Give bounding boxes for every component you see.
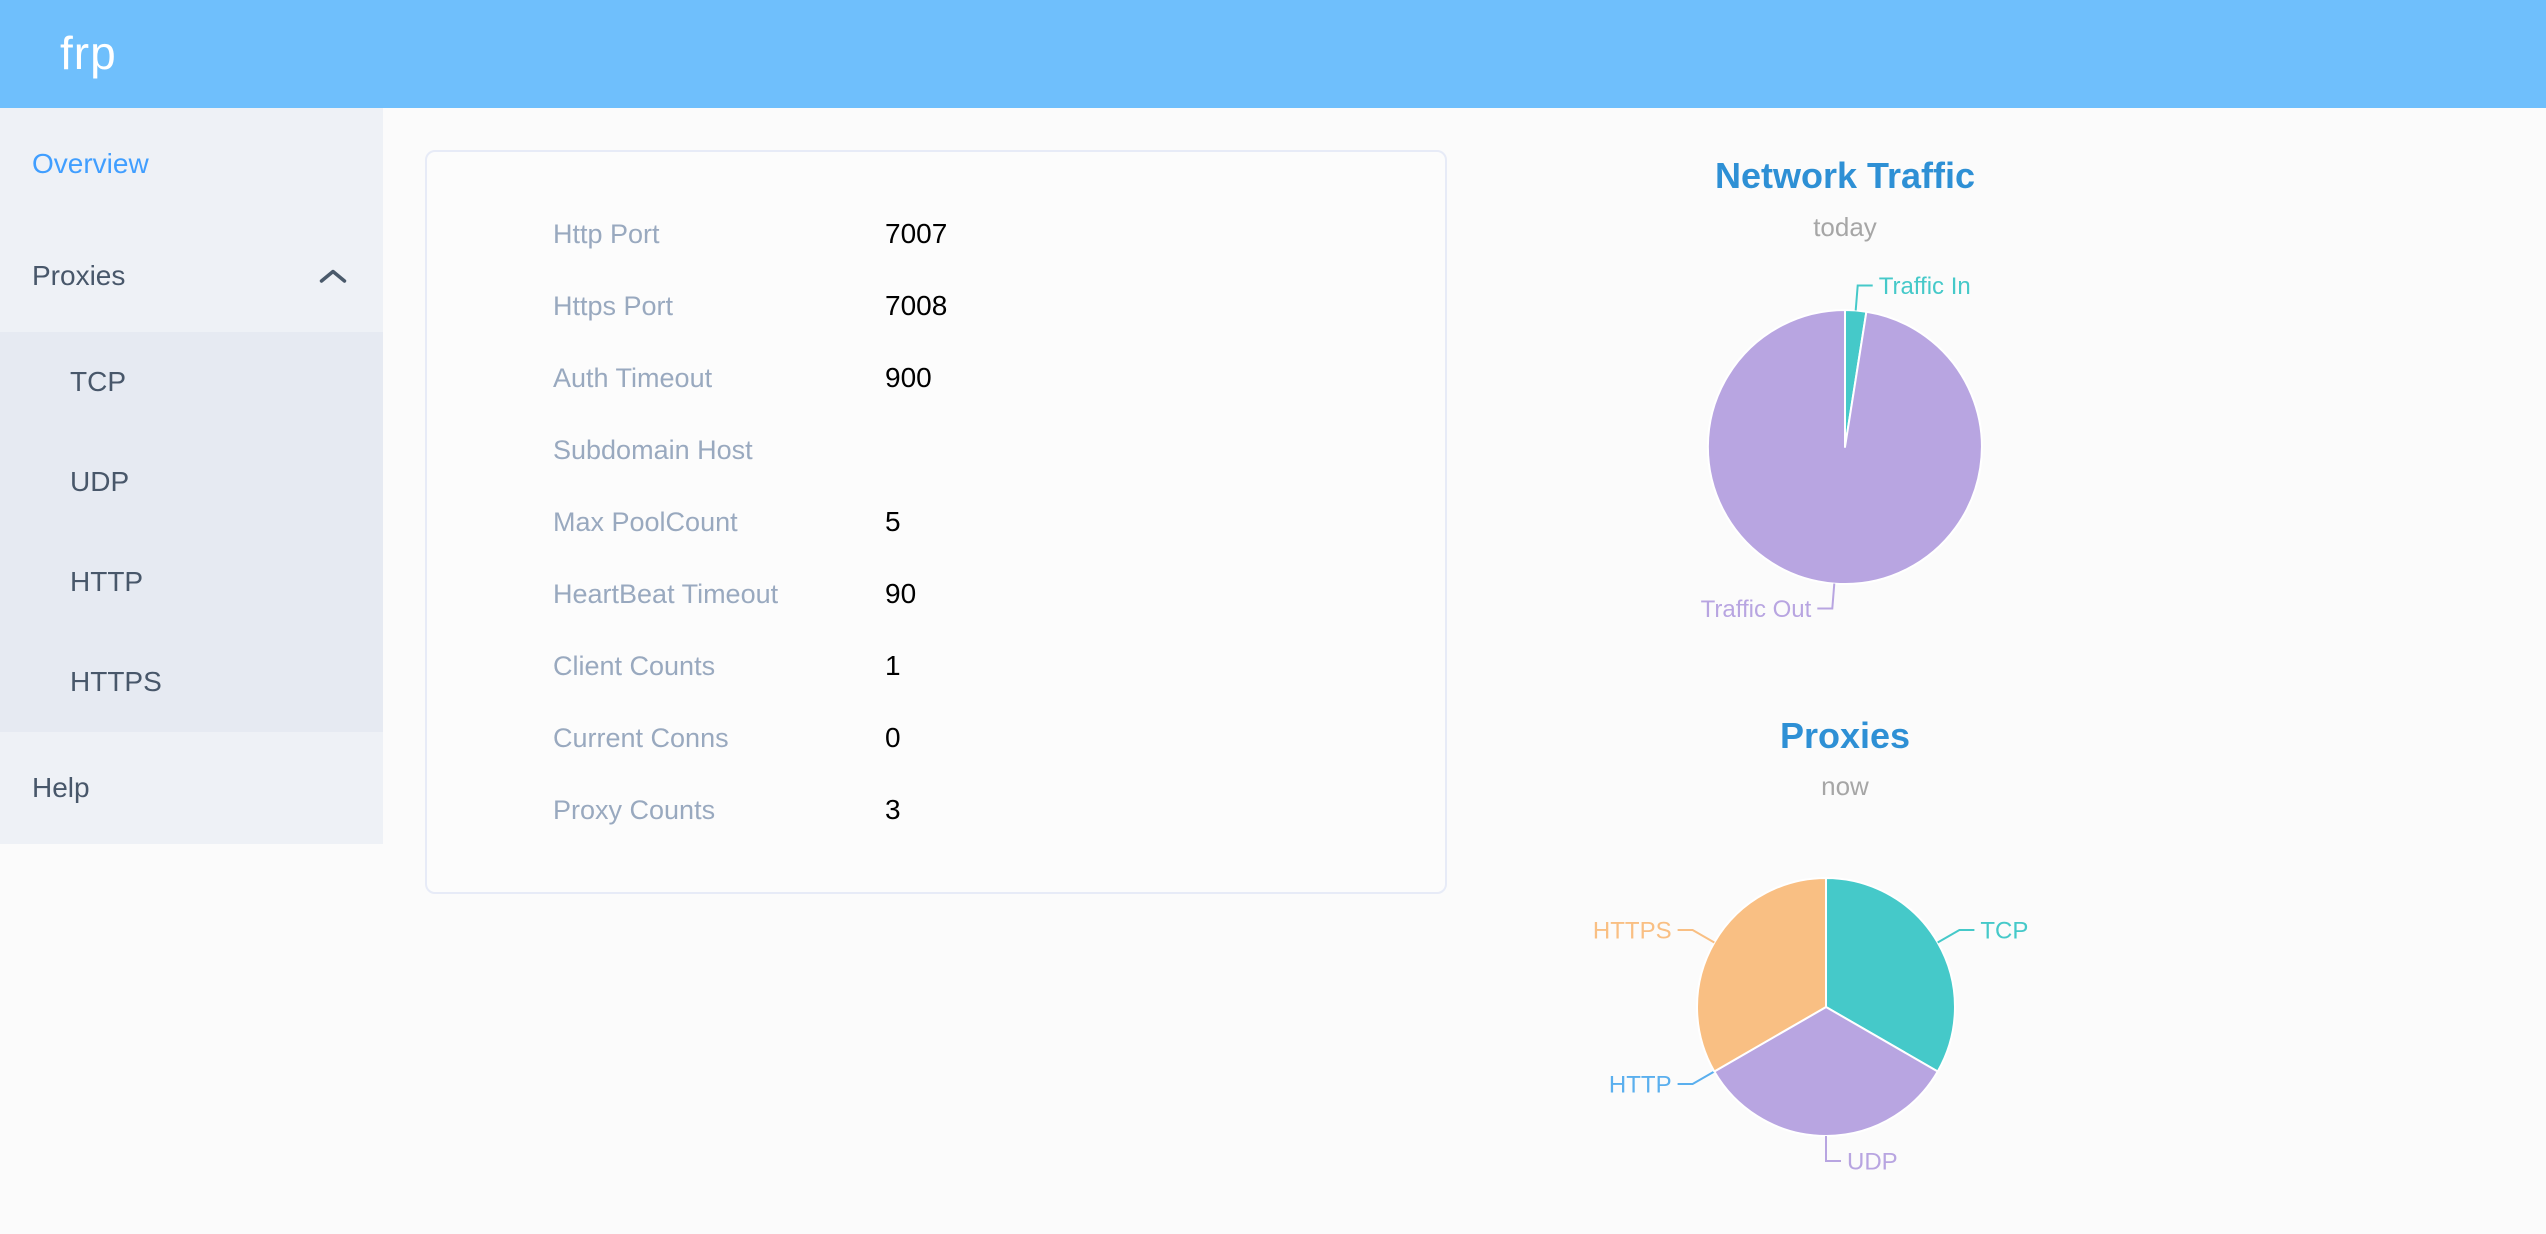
chart-subtitle: now <box>1821 771 1869 801</box>
info-row: Auth Timeout 900 <box>427 342 1445 414</box>
info-row: Http Port 7007 <box>427 198 1445 270</box>
info-label: Auth Timeout <box>553 362 713 393</box>
pie-label-line-udp <box>1825 1136 1841 1162</box>
pie-label-traffic-out: Traffic Out <box>1701 596 1812 623</box>
info-value: 1 <box>885 650 901 681</box>
sidebar-item-label: TCP <box>70 366 126 397</box>
info-label: Client Counts <box>553 650 716 681</box>
sidebar-item-label: HTTPS <box>70 666 162 697</box>
sidebar-item-label: UDP <box>70 466 130 497</box>
info-label: Http Port <box>553 218 660 249</box>
info-value: 7008 <box>885 290 948 321</box>
chevron-up-icon <box>319 269 347 283</box>
sidebar-item-label: Help <box>32 772 90 803</box>
sidebar-item-proxies[interactable]: Proxies <box>0 220 383 332</box>
pie-label-traffic-in: Traffic In <box>1879 273 1971 300</box>
info-label: Https Port <box>553 290 674 321</box>
info-value: 5 <box>885 506 901 537</box>
sidebar-item-label: Overview <box>32 148 149 179</box>
sidebar-item-http[interactable]: HTTP <box>0 532 383 632</box>
chart-subtitle: today <box>1813 212 1877 242</box>
info-row: Subdomain Host <box>427 414 1445 486</box>
pie-label-https: HTTPS <box>1593 917 1672 944</box>
pie-label-line-traffic-in <box>1854 284 1873 311</box>
pie-slice-traffic-out[interactable] <box>1706 309 1983 585</box>
pie-slice-tcp[interactable] <box>1825 877 1956 1073</box>
app-header: frp <box>0 0 2546 108</box>
info-row: HeartBeat Timeout 90 <box>427 558 1445 630</box>
server-info-rows: Http Port 7007 Https Port 7008 Auth Timeout 9… <box>427 152 1445 846</box>
info-label: HeartBeat Timeout <box>553 578 779 609</box>
app-logo: frp <box>60 27 117 79</box>
sidebar-item-label: Proxies <box>32 260 126 291</box>
info-row: Current Conns 0 <box>427 702 1445 774</box>
info-label: Proxy Counts <box>553 794 716 825</box>
chart-title: Network Traffic <box>1715 155 1975 196</box>
pie-label-line-https <box>1677 929 1715 944</box>
sidebar-item-udp[interactable]: UDP <box>0 432 383 532</box>
pie-label-http: HTTP <box>1609 1071 1672 1098</box>
sidebar-item-label: HTTP <box>70 566 144 597</box>
pie-slice-udp[interactable] <box>1713 1006 1939 1137</box>
pie-slice-https[interactable] <box>1696 877 1827 1073</box>
sidebar-item-https[interactable]: HTTPS <box>0 632 383 732</box>
sidebar-item-tcp[interactable]: TCP <box>0 332 383 432</box>
sidebar: Overview Proxies TCP UDP HTTP HTTPS Help <box>0 108 383 844</box>
network-traffic-chart: Network Traffic today Traffic InTraffic … <box>1701 155 1983 623</box>
info-value: 90 <box>885 578 917 609</box>
info-value: 900 <box>885 362 932 393</box>
sidebar-item-overview[interactable]: Overview <box>0 108 383 220</box>
sidebar-item-help[interactable]: Help <box>0 732 383 844</box>
info-label: Max PoolCount <box>553 506 738 537</box>
info-value: 7007 <box>885 218 948 249</box>
info-label: Current Conns <box>553 722 729 753</box>
network-traffic-pie: Traffic In Traffic Out <box>1701 273 1983 623</box>
pie-label-tcp: TCP <box>1980 917 2028 944</box>
proxies-pie: TCP UDP HTTP HTTPS <box>1593 877 2028 1175</box>
server-info-card: Http Port 7007 Https Port 7008 Auth Timeout 9… <box>425 150 1447 894</box>
proxies-submenu: TCP UDP HTTP HTTPS <box>0 332 383 732</box>
pie-label-line-tcp <box>1937 929 1975 944</box>
info-value: 3 <box>885 794 901 825</box>
info-row: Proxy Counts 3 <box>427 774 1445 846</box>
pie-label-line-http <box>1677 1070 1715 1085</box>
pie-label-line-traffic-out <box>1817 583 1836 610</box>
proxies-chart: Proxies now TCP UDP HTTP HTTPS <box>1593 715 2028 1175</box>
info-value: 0 <box>885 722 901 753</box>
info-label: Subdomain Host <box>553 434 753 465</box>
info-row: Max PoolCount 5 <box>427 486 1445 558</box>
chart-title: Proxies <box>1780 715 1910 756</box>
info-row: Client Counts 1 <box>427 630 1445 702</box>
info-row: Https Port 7008 <box>427 270 1445 342</box>
pie-label-udp: UDP <box>1847 1148 1898 1175</box>
